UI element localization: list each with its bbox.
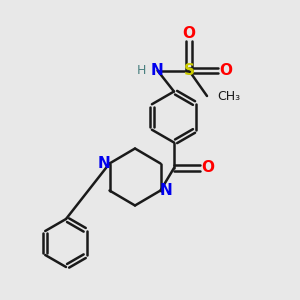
- Text: N: N: [151, 63, 164, 78]
- Text: N: N: [98, 156, 110, 171]
- Text: N: N: [160, 183, 172, 198]
- Text: S: S: [184, 63, 194, 78]
- Text: O: O: [201, 160, 214, 175]
- Text: H: H: [136, 64, 146, 77]
- Text: O: O: [219, 63, 232, 78]
- Text: CH₃: CH₃: [218, 89, 241, 103]
- Text: O: O: [182, 26, 196, 41]
